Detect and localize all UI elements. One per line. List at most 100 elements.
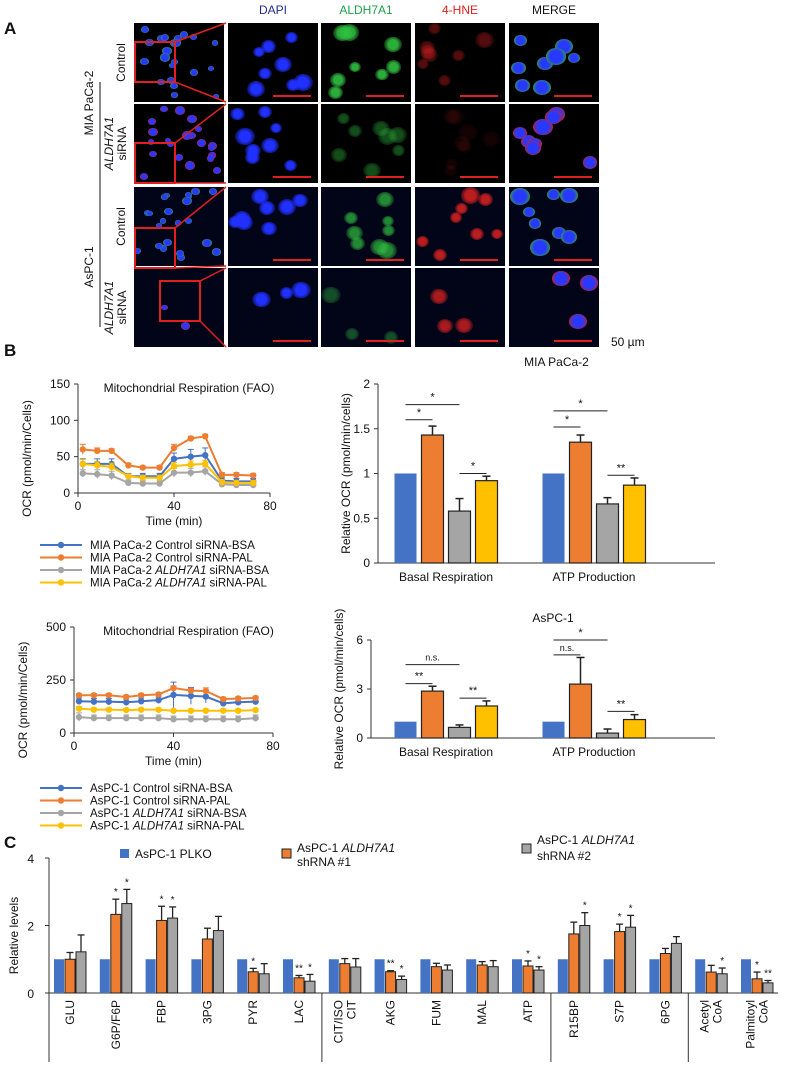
data-point [94, 447, 101, 455]
bar [110, 913, 122, 994]
significance-star: * [526, 949, 530, 960]
cell [279, 287, 294, 299]
y-tick-label: 2 [27, 920, 34, 934]
text-part: MIA PaCa-2 Control siRNA-BSA [90, 540, 255, 552]
cell [228, 216, 243, 229]
legend-label: MIA PaCa-2 Control siRNA-PAL [90, 553, 253, 565]
chart-title: Mitochondrial Respiration (FAO) [103, 624, 274, 638]
cell [347, 124, 362, 137]
cell [455, 318, 474, 333]
legend-label: AsPC-1 ALDH7A1 siRNA-PAL [90, 821, 245, 833]
cell-line-label: AsPC-1 [82, 246, 96, 288]
cell [207, 144, 216, 152]
micrograph-aldh7a1 [321, 187, 411, 266]
text-part: AsPC-1 Control siRNA-PAL [90, 796, 231, 808]
x-category-label: 3PG [200, 1000, 214, 1024]
scale-bar [460, 176, 498, 178]
micrograph-dapi [228, 23, 318, 102]
data-point [187, 716, 195, 723]
data-point [139, 480, 146, 487]
legend-marker [57, 822, 65, 829]
x-tick-label: 0 [71, 739, 78, 753]
legend-label: MIA PaCa-2 Control siRNA-BSA [90, 540, 255, 552]
bar [283, 959, 293, 993]
x-category-label: CIT/ISO [331, 1000, 345, 1043]
cell [176, 250, 185, 258]
bar [595, 503, 620, 564]
zoom-connector-line [199, 320, 227, 348]
data-point [220, 707, 227, 714]
scale-bar [366, 259, 404, 261]
cell [427, 23, 441, 35]
x-category-label: LAC [292, 1000, 306, 1024]
bar [622, 718, 647, 739]
legend-marker [57, 784, 65, 792]
cell [197, 139, 207, 147]
cell [582, 156, 598, 169]
cell [385, 60, 402, 74]
cell [277, 199, 296, 215]
cell [523, 206, 536, 217]
significance-label: ** [469, 685, 478, 697]
data-point [75, 698, 83, 705]
zoom-connector-line [174, 81, 227, 103]
legend-label: AsPC-1 ALDH7A1 [297, 841, 395, 855]
cell [430, 289, 449, 305]
text-part: MIA PaCa-2 [90, 565, 155, 577]
bar [695, 959, 706, 993]
cell [169, 82, 178, 90]
cell [164, 208, 173, 216]
micrograph-merge [509, 23, 599, 102]
italic-gene-name: ALDH7A1 [154, 565, 206, 577]
data-point [137, 706, 145, 713]
cell [292, 193, 308, 208]
text-part: AsPC-1 Control siRNA-BSA [90, 783, 233, 795]
data-point [250, 472, 257, 479]
text-part: MIA PaCa-2 [90, 578, 155, 590]
cell [171, 92, 178, 98]
significance-star: * [400, 964, 404, 975]
cell [160, 53, 170, 62]
scale-bar [554, 95, 592, 97]
data-point [75, 692, 83, 699]
row-label-gene: ALDH7A1 [102, 281, 116, 335]
micrograph-dapi [228, 104, 318, 183]
cell [475, 31, 494, 48]
bar [705, 971, 717, 994]
cell [174, 220, 181, 226]
x-category-label: CIT [344, 999, 358, 1019]
zoom-connector-line [174, 186, 227, 229]
significance-star: * [308, 962, 312, 973]
significance-label: * [417, 407, 422, 419]
series-line [78, 716, 256, 721]
cell [284, 160, 298, 172]
significance-star: * [755, 960, 759, 971]
bar [247, 971, 259, 994]
data-point [139, 464, 146, 471]
bar [579, 925, 591, 994]
cell [174, 154, 183, 161]
scale-bar [273, 95, 311, 97]
cell [388, 126, 408, 144]
cell [547, 188, 560, 200]
cell [149, 150, 157, 158]
italic-gene-name: ALDH7A1 [132, 808, 184, 820]
cell [580, 274, 599, 291]
cell [163, 239, 172, 247]
column-header-aldh7a1: ALDH7A1 [339, 3, 393, 17]
cell [391, 144, 405, 156]
text-part: AsPC-1 [537, 833, 582, 847]
cell [327, 85, 344, 100]
bar [542, 721, 565, 738]
data-point [202, 707, 210, 714]
cell [269, 122, 282, 134]
data-point [233, 471, 240, 479]
cell [437, 74, 452, 87]
cell [166, 76, 176, 84]
cell [446, 109, 466, 126]
italic-gene-name: ALDH7A1 [132, 821, 184, 833]
legend-swatch [521, 843, 532, 854]
zoom-region-box [134, 227, 176, 269]
cell [159, 218, 166, 224]
